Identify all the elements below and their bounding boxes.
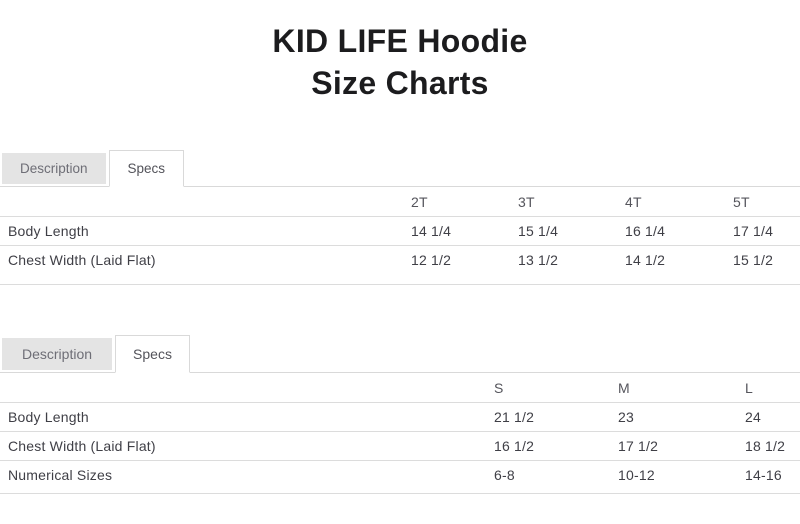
spec-value: 15 1/2	[725, 245, 800, 285]
spec-value: 16 1/2	[486, 431, 610, 461]
page-title-line-2: Size Charts	[311, 65, 489, 101]
spec-value: 6-8	[486, 460, 610, 494]
column-header-row: 2T 3T 4T 5T	[0, 187, 800, 217]
column-header: L	[737, 373, 800, 403]
spec-value: 24	[737, 402, 800, 432]
corner-cell	[0, 373, 486, 403]
spec-value: 16 1/4	[617, 216, 725, 246]
spec-value: 12 1/2	[403, 245, 510, 285]
row-label: Chest Width (Laid Flat)	[0, 431, 486, 461]
row-label: Body Length	[0, 402, 486, 432]
spec-value: 18 1/2	[737, 431, 800, 461]
column-header: 3T	[510, 187, 617, 217]
spec-value: 17 1/2	[610, 431, 737, 461]
spec-value: 14 1/2	[617, 245, 725, 285]
youth-size-table: S M L Body Length 21 1/2 23 24 Chest Wid…	[0, 373, 800, 494]
size-chart-section-youth: Description Specs S M L Body Length 21 1…	[0, 335, 800, 494]
spec-value: 15 1/4	[510, 216, 617, 246]
toddler-size-table: 2T 3T 4T 5T Body Length 14 1/4 15 1/4 16…	[0, 187, 800, 285]
size-chart-section-toddler: Description Specs 2T 3T 4T 5T Body Lengt…	[0, 150, 800, 285]
column-header: 2T	[403, 187, 510, 217]
table-row: Numerical Sizes 6-8 10-12 14-16	[0, 460, 800, 494]
column-header: S	[486, 373, 610, 403]
page-title: KID LIFE Hoodie Size Charts	[0, 20, 800, 104]
table-row: Body Length 14 1/4 15 1/4 16 1/4 17 1/4	[0, 216, 800, 246]
row-label: Body Length	[0, 216, 403, 246]
tab-specs[interactable]: Specs	[115, 335, 190, 373]
row-label: Chest Width (Laid Flat)	[0, 245, 403, 285]
table-row: Body Length 21 1/2 23 24	[0, 402, 800, 432]
tab-bar: Description Specs	[0, 150, 800, 187]
column-header: 4T	[617, 187, 725, 217]
spec-value: 14 1/4	[403, 216, 510, 246]
column-header: 5T	[725, 187, 800, 217]
page-title-line-1: KID LIFE Hoodie	[272, 23, 528, 59]
spec-value: 10-12	[610, 460, 737, 494]
corner-cell	[0, 187, 403, 217]
tab-description[interactable]: Description	[2, 153, 106, 184]
tab-description[interactable]: Description	[2, 338, 113, 370]
tab-specs[interactable]: Specs	[108, 150, 185, 187]
spec-value: 21 1/2	[486, 402, 610, 432]
spec-value: 13 1/2	[510, 245, 617, 285]
column-header: M	[610, 373, 737, 403]
table-row: Chest Width (Laid Flat) 16 1/2 17 1/2 18…	[0, 431, 800, 461]
column-header-row: S M L	[0, 373, 800, 403]
spec-value: 14-16	[737, 460, 800, 494]
spec-value: 23	[610, 402, 737, 432]
spec-value: 17 1/4	[725, 216, 800, 246]
tab-bar: Description Specs	[0, 335, 800, 373]
row-label: Numerical Sizes	[0, 460, 486, 494]
table-row: Chest Width (Laid Flat) 12 1/2 13 1/2 14…	[0, 245, 800, 285]
